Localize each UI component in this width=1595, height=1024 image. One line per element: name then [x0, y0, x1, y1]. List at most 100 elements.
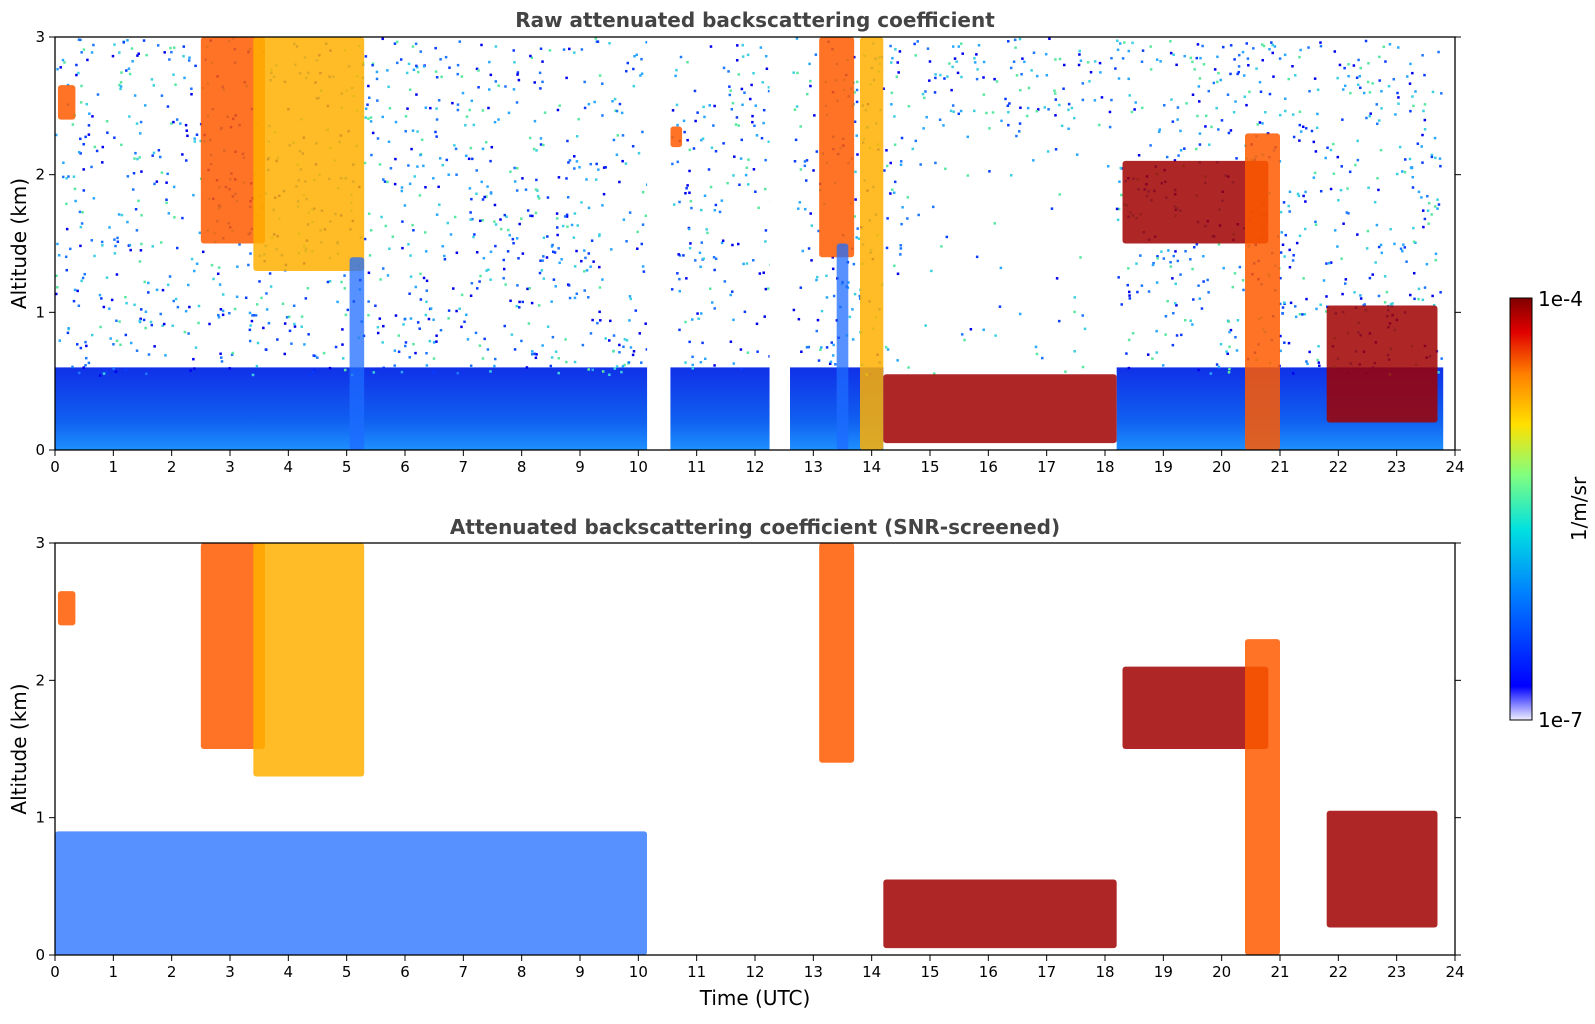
noise-speck: [1287, 77, 1290, 81]
data-gap: [647, 543, 671, 955]
noise-speck: [1172, 254, 1175, 258]
noise-speck: [374, 304, 377, 308]
noise-speck: [631, 144, 635, 148]
noise-speck: [885, 164, 889, 168]
noise-speck: [752, 168, 756, 171]
noise-speck: [250, 319, 254, 323]
noise-speck: [188, 305, 191, 309]
noise-speck: [125, 301, 128, 305]
noise-speck: [792, 71, 795, 74]
noise-speck: [119, 343, 122, 347]
noise-speck: [832, 343, 835, 347]
noise-speck: [1397, 102, 1400, 105]
noise-speck: [1343, 84, 1347, 88]
x-tick-label: 1: [109, 963, 119, 981]
noise-speck: [973, 57, 976, 60]
noise-speck: [807, 247, 811, 250]
noise-speck: [740, 87, 744, 91]
noise-speck: [698, 251, 702, 255]
noise-speck: [730, 290, 734, 293]
noise-speck: [399, 58, 403, 61]
noise-speck: [159, 312, 162, 316]
noise-speck: [746, 351, 750, 354]
noise-speck: [65, 268, 69, 272]
noise-speck: [701, 137, 705, 140]
noise-speck: [985, 111, 988, 115]
noise-speck: [1047, 108, 1050, 111]
noise-speck: [447, 173, 450, 176]
noise-speck: [1316, 88, 1320, 92]
noise-speck: [445, 158, 449, 162]
noise-speck: [312, 354, 315, 357]
noise-speck: [441, 244, 444, 248]
noise-speck: [1139, 254, 1142, 257]
feature-cloud-layer: [1326, 305, 1438, 423]
noise-speck: [1229, 129, 1233, 132]
noise-speck: [469, 364, 473, 367]
noise-speck: [217, 316, 221, 319]
x-tick-label: 8: [517, 458, 527, 476]
noise-speck: [499, 218, 502, 221]
noise-speck: [172, 73, 175, 76]
noise-speck: [599, 319, 602, 322]
noise-speck: [190, 92, 193, 96]
noise-speck: [684, 361, 687, 364]
noise-speck: [427, 317, 431, 321]
noise-speck: [538, 71, 542, 75]
x-axis-label: Time (UTC): [699, 986, 811, 1010]
noise-speck: [640, 57, 643, 61]
noise-speck: [795, 105, 799, 108]
noise-speck: [1202, 63, 1206, 66]
noise-speck: [195, 262, 199, 265]
noise-speck: [139, 249, 143, 252]
noise-speck: [1164, 315, 1168, 318]
noise-speck: [889, 161, 892, 165]
noise-speck: [56, 242, 59, 246]
noise-speck: [133, 94, 137, 97]
noise-speck: [739, 157, 743, 160]
noise-speck: [458, 40, 461, 43]
noise-speck: [363, 161, 367, 165]
noise-speck: [1431, 90, 1435, 94]
x-tick-label: 18: [1095, 458, 1114, 476]
noise-speck: [367, 212, 371, 216]
noise-speck: [1299, 48, 1302, 52]
colorbar-max-label: 1e-4: [1538, 287, 1583, 311]
noise-speck: [336, 300, 339, 304]
noise-speck: [1412, 240, 1416, 244]
noise-speck: [951, 45, 955, 48]
noise-speck: [834, 363, 837, 366]
noise-speck: [593, 100, 596, 104]
noise-speck: [267, 321, 271, 325]
noise-speck: [805, 159, 809, 162]
noise-speck: [690, 206, 693, 210]
noise-speck: [435, 118, 439, 121]
noise-speck: [1180, 333, 1183, 337]
noise-speck: [1213, 68, 1217, 71]
noise-speck: [1288, 265, 1292, 269]
feature-fall-streak-to-surface: [836, 243, 849, 450]
noise-speck: [134, 207, 138, 211]
noise-speck: [184, 309, 188, 313]
noise-speck: [184, 159, 188, 162]
noise-speck: [1296, 192, 1300, 196]
noise-speck: [77, 38, 81, 41]
noise-speck: [406, 107, 409, 110]
noise-speck: [934, 76, 937, 80]
noise-speck: [1025, 114, 1029, 118]
noise-speck: [831, 267, 835, 271]
noise-speck: [608, 41, 611, 45]
noise-speck: [228, 367, 231, 370]
noise-speck: [906, 196, 910, 199]
noise-speck: [542, 255, 545, 258]
noise-speck: [587, 206, 591, 210]
noise-speck: [1048, 37, 1051, 41]
noise-speck: [587, 252, 591, 255]
noise-speck: [173, 216, 176, 219]
noise-speck: [136, 157, 139, 161]
noise-speck: [701, 341, 704, 345]
noise-speck: [594, 37, 598, 40]
noise-speck: [428, 339, 432, 343]
noise-speck: [1176, 259, 1180, 263]
noise-speck: [1217, 365, 1221, 369]
